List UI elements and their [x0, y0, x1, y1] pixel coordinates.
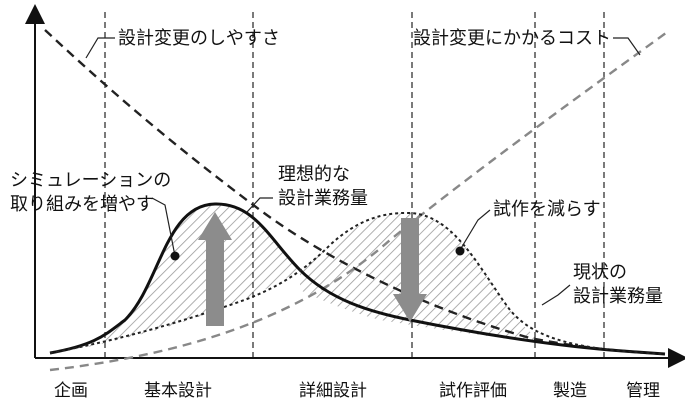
phase-label-planning: 企画: [54, 381, 88, 401]
ideal-workload-hatch: [50, 203, 300, 353]
ideal-workload-curve: [49, 211, 666, 355]
phase-label-basic-design: 基本設計: [144, 381, 212, 401]
phase-label-prototype-evaluation: 試作評価: [439, 381, 507, 401]
phase-label-manufacturing: 製造: [553, 381, 587, 401]
reduce-prototype-arrow: [393, 218, 427, 322]
ease-of-change-label: 設計変更のしやすさ: [118, 28, 280, 49]
reduce-label-leader: [459, 209, 491, 251]
increase-simulation-arrow: [198, 212, 232, 326]
simulation-label-line1: シミュレーションの: [10, 170, 171, 191]
phase-label-management: 管理: [626, 381, 660, 401]
reduce-prototype-label: 試作を減らす: [493, 199, 601, 220]
cost-of-change-label: 設計変更にかかるコスト: [413, 28, 611, 49]
simulation-label-line2: 取り組みを増やす: [10, 194, 154, 215]
reduce-label-dot: [455, 246, 465, 256]
ideal-label-line1: 理想的な: [278, 164, 350, 185]
ideal-label-leader: [246, 197, 273, 213]
ease-label-leader: [85, 37, 115, 59]
current-label-line2: 設計業務量: [573, 286, 663, 307]
ideal-label-line2: 設計業務量: [278, 188, 368, 209]
current-label-leader: [541, 284, 571, 306]
current-workload-hatch: [300, 212, 545, 344]
simulation-label-leader: [151, 197, 176, 257]
current-label-line1: 現状の: [573, 262, 627, 283]
phase-label-detailed-design: 詳細設計: [299, 381, 367, 401]
cost-label-leader: [613, 37, 641, 56]
simulation-label-dot: [170, 251, 180, 261]
